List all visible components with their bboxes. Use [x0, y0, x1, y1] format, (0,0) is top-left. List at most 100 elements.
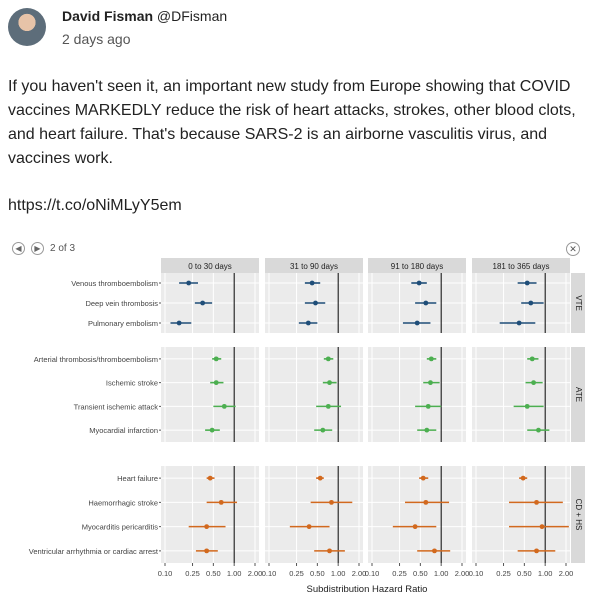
- hazard-ratio-point: [432, 548, 437, 554]
- x-tick-label: 0.25: [496, 569, 511, 578]
- hazard-ratio-point: [414, 320, 420, 326]
- hazard-ratio-point: [520, 475, 526, 481]
- hazard-ratio-point: [327, 548, 332, 554]
- x-axis-title: Subdistribution Hazard Ratio: [307, 584, 428, 595]
- hazard-ratio-point: [524, 403, 530, 409]
- outcome-label: Myocarditis pericarditis: [82, 523, 159, 532]
- panel-background: [161, 347, 259, 442]
- x-tick-label: 2.00: [352, 569, 367, 578]
- hazard-ratio-point: [539, 524, 545, 530]
- group-label: VTE: [574, 295, 583, 311]
- hazard-ratio-point: [516, 320, 522, 326]
- outcome-label: Ventricular arrhythmia or cardiac arrest: [29, 547, 159, 556]
- x-tick-label: 0.10: [262, 569, 277, 578]
- hazard-ratio-point: [423, 499, 429, 505]
- panel-background: [265, 347, 363, 442]
- hazard-ratio-point: [534, 499, 539, 505]
- hazard-ratio-point: [420, 475, 426, 481]
- hazard-ratio-point: [329, 499, 334, 505]
- close-icon[interactable]: ✕: [566, 242, 580, 256]
- group-label: CD + HS: [574, 499, 583, 531]
- x-tick-label: 0.25: [289, 569, 304, 578]
- hazard-ratio-point: [317, 475, 323, 481]
- hazard-ratio-point: [213, 380, 219, 386]
- panel-background: [472, 466, 570, 563]
- author-handle[interactable]: @DFisman: [156, 8, 228, 24]
- hazard-ratio-point: [320, 427, 326, 433]
- x-tick-label: 2.00: [248, 569, 263, 578]
- x-tick-label: 0.50: [310, 569, 325, 578]
- author-name[interactable]: David Fisman: [62, 8, 154, 24]
- group-label: ATE: [574, 387, 583, 402]
- hazard-ratio-point: [424, 427, 430, 433]
- hazard-ratio-point: [218, 499, 224, 505]
- x-tick-label: 0.10: [158, 569, 173, 578]
- panel-background: [368, 466, 466, 563]
- facet-strip: [368, 258, 466, 273]
- x-tick-label: 0.10: [469, 569, 484, 578]
- panel-background: [368, 347, 466, 442]
- author-line[interactable]: David Fisman @DFisman: [62, 8, 227, 24]
- facet-strip: [265, 258, 363, 273]
- x-tick-label: 2.00: [559, 569, 574, 578]
- outcome-label: Venous thromboembolism: [71, 279, 158, 288]
- facet-label: 0 to 30 days: [188, 262, 232, 271]
- hazard-ratio-point: [306, 524, 312, 530]
- x-tick-label: 0.25: [392, 569, 407, 578]
- hazard-ratio-point: [529, 356, 535, 362]
- hazard-ratio-point: [213, 356, 219, 362]
- outcome-label: Pulmonary embolism: [88, 319, 158, 328]
- x-tick-label: 0.50: [206, 569, 221, 578]
- hazard-ratio-point: [428, 380, 433, 386]
- outcome-label: Heart failure: [117, 474, 158, 483]
- gallery-counter: 2 of 3: [50, 243, 76, 254]
- x-tick-label: 1.00: [434, 569, 449, 578]
- hazard-ratio-point: [524, 280, 530, 286]
- facet-strip: [472, 258, 570, 273]
- hazard-ratio-point: [221, 403, 227, 409]
- hazard-ratio-point: [531, 380, 536, 386]
- outcome-label: Deep vein thrombosis: [85, 299, 158, 308]
- group-strip: [571, 347, 585, 442]
- hazard-ratio-point: [325, 403, 331, 409]
- panel-background: [161, 466, 259, 563]
- x-tick-label: 0.25: [185, 569, 200, 578]
- hazard-ratio-point: [305, 320, 311, 326]
- group-strip: [571, 466, 585, 563]
- facet-label: 181 to 365 days: [493, 262, 550, 271]
- tweet-link[interactable]: https://t.co/oNiMLyY5em: [8, 197, 182, 214]
- group-strip: [571, 273, 585, 333]
- x-tick-label: 0.10: [365, 569, 380, 578]
- outcome-label: Arterial thrombosis/thromboembolism: [34, 355, 158, 364]
- hazard-ratio-point: [313, 300, 318, 306]
- facet-strip: [161, 258, 259, 273]
- tweet-text: If you haven't seen it, an important new…: [8, 78, 576, 167]
- outcome-label: Myocardial infarction: [89, 426, 158, 435]
- outcome-label: Transient ischemic attack: [74, 402, 159, 411]
- hazard-ratio-point: [209, 427, 215, 433]
- hazard-ratio-point: [207, 475, 213, 481]
- forest-plot-figure: 0 to 30 days 31 to 90 days 91 to 180 days 1…: [6, 236, 586, 612]
- left-arrow-icon[interactable]: ◀: [12, 242, 25, 255]
- hazard-ratio-point: [416, 280, 422, 286]
- hazard-ratio-point: [186, 280, 192, 286]
- hazard-ratio-point: [325, 356, 331, 362]
- hazard-ratio-point: [534, 548, 539, 554]
- facet-label: 91 to 180 days: [391, 262, 443, 271]
- hazard-ratio-point: [204, 524, 210, 530]
- right-arrow-icon[interactable]: ▶: [31, 242, 44, 255]
- panel-background: [265, 466, 363, 563]
- hazard-ratio-point: [327, 380, 332, 386]
- hazard-ratio-point: [428, 356, 434, 362]
- hazard-ratio-point: [309, 280, 315, 286]
- hazard-ratio-point: [536, 427, 541, 433]
- x-tick-label: 0.50: [517, 569, 532, 578]
- hazard-ratio-point: [412, 524, 418, 530]
- hazard-ratio-point: [423, 300, 429, 306]
- hazard-ratio-point: [528, 300, 534, 306]
- x-tick-label: 0.50: [413, 569, 428, 578]
- outcome-label: Haemorrhagic stroke: [88, 498, 158, 507]
- x-tick-label: 2.00: [455, 569, 470, 578]
- avatar[interactable]: [8, 8, 46, 46]
- forest-plot: 0 to 30 days 31 to 90 days 91 to 180 days 1…: [29, 258, 585, 595]
